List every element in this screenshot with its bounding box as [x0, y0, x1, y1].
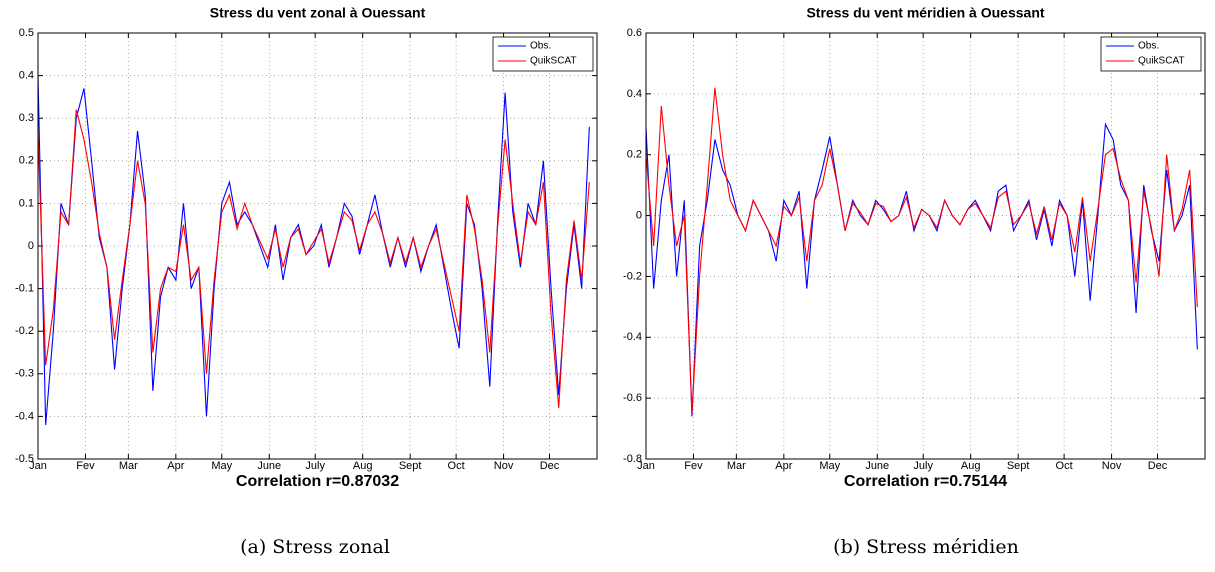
x-tick-label: Fev — [76, 460, 95, 472]
data-line — [37, 109, 590, 408]
y-tick-label: -0.5 — [15, 453, 34, 465]
y-tick-label: -0.4 — [15, 410, 34, 422]
x-tick-label: Jan — [637, 460, 655, 472]
x-tick-label: Dec — [540, 460, 560, 472]
plot-area — [38, 33, 597, 459]
x-axis-label: Correlation r=0.75144 — [844, 473, 1007, 490]
x-tick-label: July — [305, 460, 325, 472]
x-tick-label: Aug — [961, 460, 981, 472]
x-tick-label: Mar — [727, 460, 746, 472]
legend-label: Obs. — [530, 41, 551, 52]
x-tick-label: June — [865, 460, 889, 472]
legend-label: QuikSCAT — [530, 56, 577, 67]
x-tick-label: Sept — [1007, 460, 1030, 472]
x-tick-label: June — [257, 460, 281, 472]
x-tick-label: May — [819, 460, 840, 472]
legend-box — [1100, 36, 1202, 72]
chart-title: Stress du vent méridien à Ouessant — [806, 5, 1044, 21]
x-tick-label: May — [211, 460, 232, 472]
y-tick-label: 0.5 — [19, 27, 34, 39]
legend-label: QuikSCAT — [1138, 56, 1185, 67]
y-tick-label: 0.6 — [627, 27, 642, 39]
y-tick-label: -0.8 — [623, 453, 642, 465]
x-tick-label: Mar — [119, 460, 138, 472]
y-tick-label: -0.2 — [15, 325, 34, 337]
axes-frame — [645, 32, 1206, 460]
x-tick-label: Dec — [1148, 460, 1168, 472]
x-tick-label: Oct — [448, 460, 465, 472]
y-tick-label: -0.1 — [15, 283, 34, 295]
y-tick-label: 0.1 — [19, 197, 34, 209]
y-tick-label: -0.6 — [623, 392, 642, 404]
x-tick-label: Sept — [399, 460, 422, 472]
x-tick-label: Nov — [1102, 460, 1122, 472]
y-tick-label: 0.4 — [627, 88, 642, 100]
x-tick-label: Oct — [1056, 460, 1073, 472]
data-line — [645, 87, 1198, 414]
x-tick-label: July — [913, 460, 933, 472]
caption: (a) Stress zonal — [240, 536, 390, 558]
y-tick-label: -0.2 — [623, 270, 642, 282]
y-tick-label: -0.4 — [623, 331, 642, 343]
plot-area — [646, 33, 1205, 459]
caption: (b) Stress méridien — [833, 536, 1019, 558]
legend-label: Obs. — [1138, 41, 1159, 52]
y-tick-label: 0.2 — [627, 149, 642, 161]
chart-title: Stress du vent zonal à Ouessant — [210, 5, 426, 21]
y-tick-label: 0.2 — [19, 155, 34, 167]
y-tick-label: 0 — [636, 209, 642, 221]
x-tick-label: Fev — [684, 460, 703, 472]
y-tick-label: 0 — [28, 240, 34, 252]
x-tick-label: Apr — [167, 460, 184, 472]
x-tick-label: Nov — [494, 460, 514, 472]
x-axis-label: Correlation r=0.87032 — [236, 473, 399, 490]
y-tick-label: 0.3 — [19, 112, 34, 124]
x-tick-label: Jan — [29, 460, 47, 472]
y-tick-label: -0.3 — [15, 368, 34, 380]
y-tick-label: 0.4 — [19, 70, 34, 82]
axes-frame — [37, 32, 598, 460]
x-tick-label: Apr — [775, 460, 792, 472]
legend-box — [492, 36, 594, 72]
x-tick-label: Aug — [353, 460, 373, 472]
